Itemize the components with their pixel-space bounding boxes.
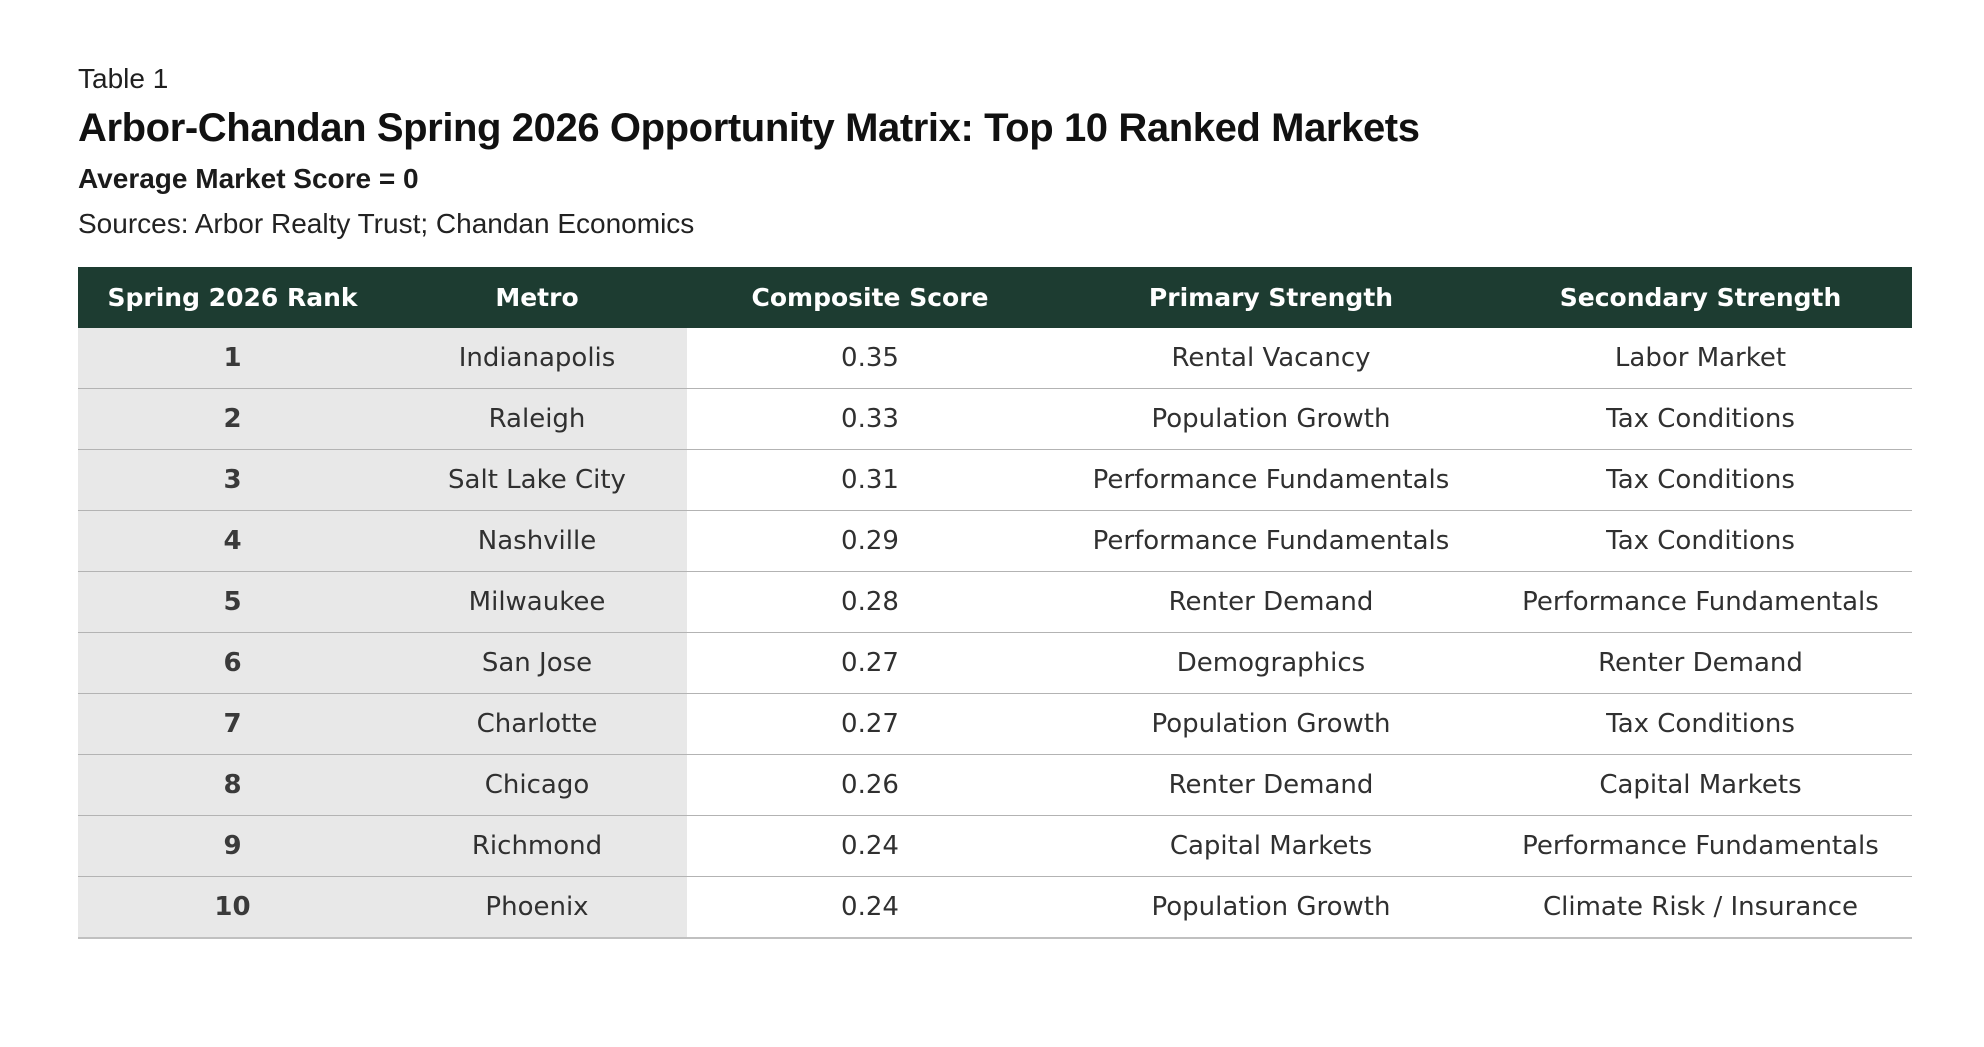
primary-strength-cell: Performance Fundamentals [1053,510,1489,572]
composite-score-cell: 0.35 [687,328,1053,389]
composite-score-cell: 0.24 [687,815,1053,877]
column-header-primary-strength: Primary Strength [1053,267,1489,328]
table-row: 7 Charlotte 0.27 Population Growth Tax C… [78,693,1912,755]
metro-cell: Chicago [387,754,687,816]
secondary-strength-cell: Tax Conditions [1489,693,1912,755]
table-row: 5 Milwaukee 0.28 Renter Demand Performan… [78,571,1912,633]
composite-score-cell: 0.24 [687,876,1053,939]
table-row: 8 Chicago 0.26 Renter Demand Capital Mar… [78,754,1912,816]
table-row: 3 Salt Lake City 0.31 Performance Fundam… [78,449,1912,511]
composite-score-cell: 0.27 [687,632,1053,694]
metro-cell: Milwaukee [387,571,687,633]
composite-score-cell: 0.28 [687,571,1053,633]
table-row: 10 Phoenix 0.24 Population Growth Climat… [78,876,1912,939]
primary-strength-cell: Population Growth [1053,876,1489,939]
primary-strength-cell: Capital Markets [1053,815,1489,877]
secondary-strength-cell: Tax Conditions [1489,510,1912,572]
primary-strength-cell: Performance Fundamentals [1053,449,1489,511]
primary-strength-cell: Population Growth [1053,693,1489,755]
rank-cell: 9 [78,815,387,877]
metro-cell: Nashville [387,510,687,572]
table-row: 4 Nashville 0.29 Performance Fundamental… [78,510,1912,572]
metro-cell: Salt Lake City [387,449,687,511]
table-row: 2 Raleigh 0.33 Population Growth Tax Con… [78,388,1912,450]
secondary-strength-cell: Tax Conditions [1489,449,1912,511]
secondary-strength-cell: Renter Demand [1489,632,1912,694]
metro-cell: Richmond [387,815,687,877]
rank-cell: 5 [78,571,387,633]
secondary-strength-cell: Climate Risk / Insurance [1489,876,1912,939]
composite-score-cell: 0.27 [687,693,1053,755]
rank-cell: 4 [78,510,387,572]
page-title: Arbor-Chandan Spring 2026 Opportunity Ma… [78,106,1420,150]
secondary-strength-cell: Performance Fundamentals [1489,815,1912,877]
metro-cell: Raleigh [387,388,687,450]
column-header-composite-score: Composite Score [687,267,1053,328]
secondary-strength-cell: Performance Fundamentals [1489,571,1912,633]
secondary-strength-cell: Labor Market [1489,328,1912,389]
rank-cell: 6 [78,632,387,694]
rank-cell: 10 [78,876,387,939]
table-row: 6 San Jose 0.27 Demographics Renter Dema… [78,632,1912,694]
table-row: 9 Richmond 0.24 Capital Markets Performa… [78,815,1912,877]
primary-strength-cell: Rental Vacancy [1053,328,1489,389]
metro-cell: Indianapolis [387,328,687,389]
column-header-secondary-strength: Secondary Strength [1489,267,1912,328]
composite-score-cell: 0.33 [687,388,1053,450]
metro-cell: Phoenix [387,876,687,939]
average-score-note: Average Market Score = 0 [78,163,419,194]
column-header-rank: Spring 2026 Rank [78,267,387,328]
column-header-metro: Metro [387,267,687,328]
primary-strength-cell: Renter Demand [1053,571,1489,633]
primary-strength-cell: Renter Demand [1053,754,1489,816]
primary-strength-cell: Population Growth [1053,388,1489,450]
rank-cell: 8 [78,754,387,816]
metro-cell: Charlotte [387,693,687,755]
rank-cell: 1 [78,328,387,389]
secondary-strength-cell: Capital Markets [1489,754,1912,816]
composite-score-cell: 0.26 [687,754,1053,816]
rank-cell: 2 [78,388,387,450]
opportunity-matrix-table: Spring 2026 Rank Metro Composite Score P… [78,267,1912,939]
header-row: Spring 2026 Rank Metro Composite Score P… [78,267,1912,328]
rank-cell: 7 [78,693,387,755]
sources-note: Sources: Arbor Realty Trust; Chandan Eco… [78,208,695,239]
metro-cell: San Jose [387,632,687,694]
secondary-strength-cell: Tax Conditions [1489,388,1912,450]
table-label: Table 1 [78,63,169,94]
table-row: 1 Indianapolis 0.35 Rental Vacancy Labor… [78,328,1912,389]
composite-score-cell: 0.29 [687,510,1053,572]
composite-score-cell: 0.31 [687,449,1053,511]
primary-strength-cell: Demographics [1053,632,1489,694]
rank-cell: 3 [78,449,387,511]
